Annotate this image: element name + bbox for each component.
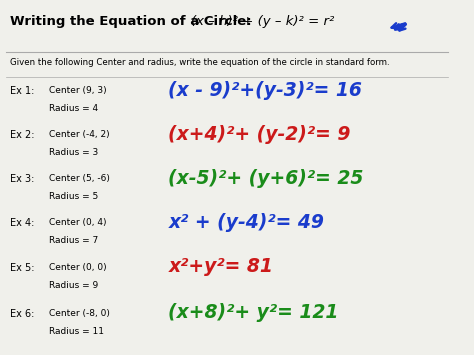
Text: (x - 9)²+(y-3)²= 16: (x - 9)²+(y-3)²= 16	[168, 81, 362, 100]
Text: Given the following Center and radius, write the equation of the circle in stand: Given the following Center and radius, w…	[10, 58, 390, 67]
Text: Ex 6:: Ex 6:	[10, 308, 35, 318]
Text: (x – h)² + (y – k)² = r²: (x – h)² + (y – k)² = r²	[191, 16, 335, 28]
Text: Ex 3:: Ex 3:	[10, 174, 35, 184]
Text: Radius = 3: Radius = 3	[49, 148, 98, 157]
Text: x² + (y-4)²= 49: x² + (y-4)²= 49	[168, 213, 324, 232]
Text: (x+4)²+ (y-2)²= 9: (x+4)²+ (y-2)²= 9	[168, 125, 351, 144]
Text: Ex 5:: Ex 5:	[10, 263, 35, 273]
Text: (x+8)²+ y²= 121: (x+8)²+ y²= 121	[168, 303, 339, 322]
Text: x²+y²= 81: x²+y²= 81	[168, 257, 273, 277]
Text: (x-5)²+ (y+6)²= 25: (x-5)²+ (y+6)²= 25	[168, 169, 364, 188]
Text: Radius = 7: Radius = 7	[49, 236, 98, 245]
Text: Ex 2:: Ex 2:	[10, 130, 35, 140]
Text: Radius = 9: Radius = 9	[49, 281, 98, 290]
Text: Center (5, -6): Center (5, -6)	[49, 174, 109, 183]
Text: Writing the Equation of a Circle:: Writing the Equation of a Circle:	[10, 16, 252, 28]
Text: Center (0, 0): Center (0, 0)	[49, 263, 107, 272]
Text: Center (0, 4): Center (0, 4)	[49, 218, 106, 227]
Text: Ex 4:: Ex 4:	[10, 218, 35, 228]
Text: Radius = 4: Radius = 4	[49, 104, 98, 113]
Text: Radius = 11: Radius = 11	[49, 327, 104, 336]
Text: Center (-4, 2): Center (-4, 2)	[49, 130, 109, 139]
Text: Center (-8, 0): Center (-8, 0)	[49, 308, 109, 317]
Text: Radius = 5: Radius = 5	[49, 192, 98, 201]
Text: Center (9, 3): Center (9, 3)	[49, 86, 107, 95]
Text: Ex 1:: Ex 1:	[10, 86, 35, 96]
